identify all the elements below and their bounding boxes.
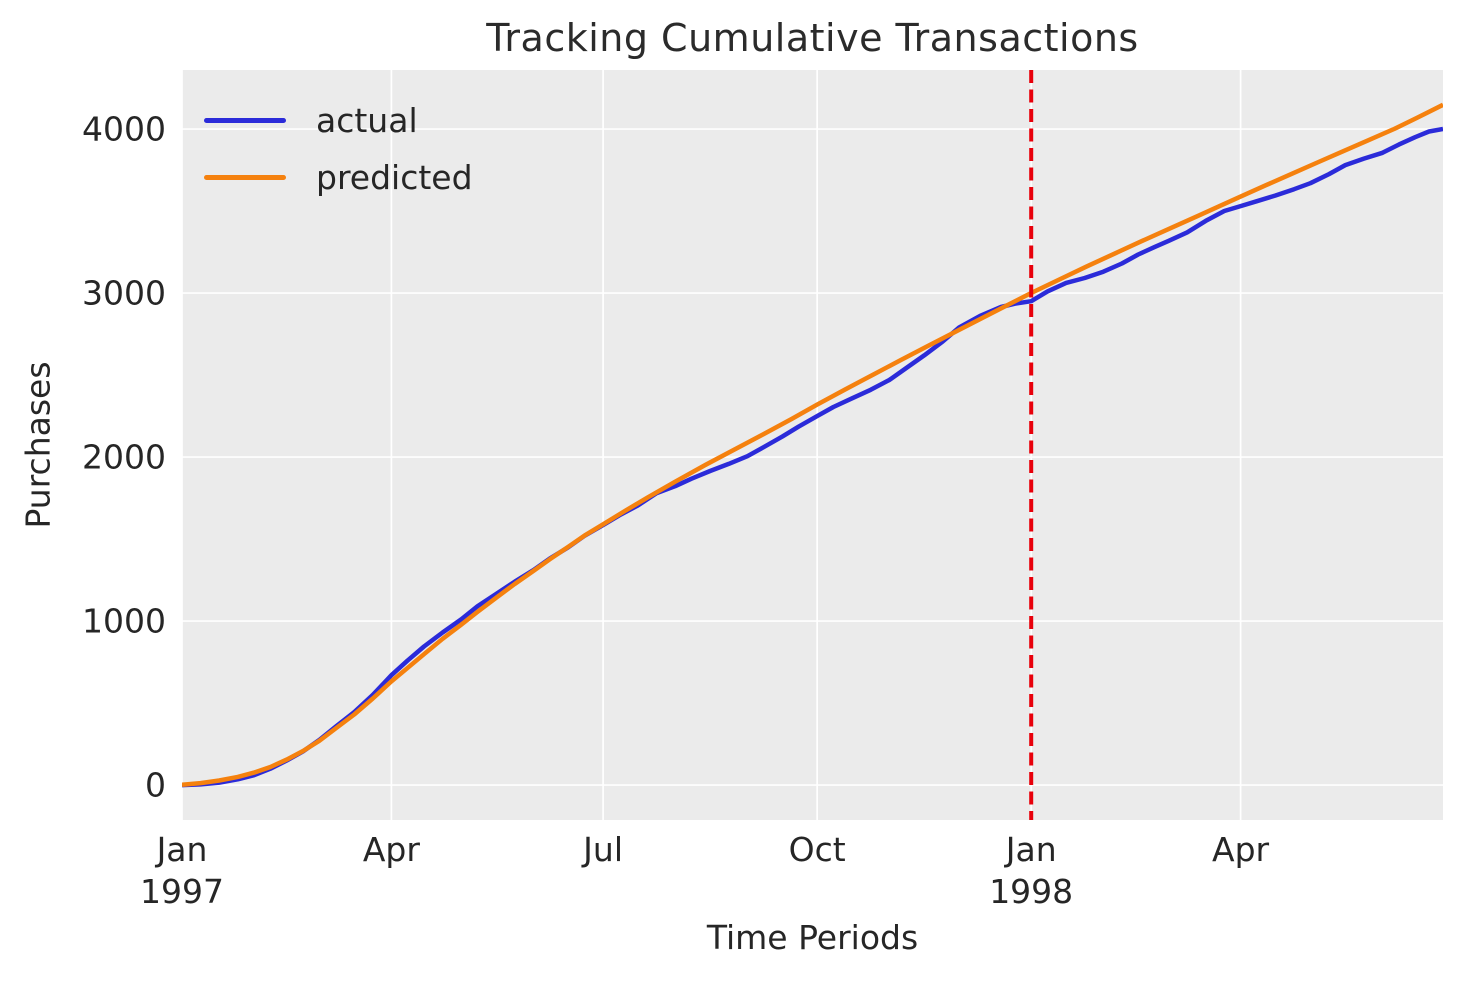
series-line-actual — [182, 126, 1443, 788]
plot-area — [182, 70, 1443, 820]
legend-item-actual: actual — [204, 98, 473, 142]
x-tick-label-Apr: Apr — [362, 830, 420, 869]
x-tick-year-1998: 1998 — [989, 872, 1074, 911]
chart-title: Tracking Cumulative Transactions — [486, 16, 1139, 60]
y-tick-label-4000: 4000 — [82, 109, 166, 149]
x-tick-label-Jul: Jul — [583, 830, 623, 869]
legend-label-actual: actual — [316, 100, 418, 140]
y-tick-label-2000: 2000 — [82, 437, 166, 477]
x-tick-year-1997: 1997 — [140, 872, 224, 911]
x-tick-label-Apr: Apr — [1212, 830, 1270, 869]
series-line-predicted — [182, 102, 1443, 787]
y-tick-label-3000: 3000 — [82, 273, 166, 313]
x-tick-label-Jan1998: Jan — [1005, 830, 1057, 869]
y-tick-label-0: 0 — [145, 765, 166, 805]
plot-svg — [182, 70, 1443, 820]
legend-item-predicted: predicted — [204, 155, 473, 199]
legend-label-predicted: predicted — [316, 157, 473, 197]
y-tick-label-1000: 1000 — [82, 601, 166, 641]
x-axis-label: Time Periods — [706, 918, 919, 957]
legend-swatch-predicted — [204, 174, 286, 180]
legend-swatch-actual — [204, 117, 286, 123]
legend: actual predicted — [204, 98, 473, 199]
x-tick-label-Jan1997: Jan — [156, 830, 208, 869]
x-tick-label-Oct: Oct — [788, 830, 846, 869]
